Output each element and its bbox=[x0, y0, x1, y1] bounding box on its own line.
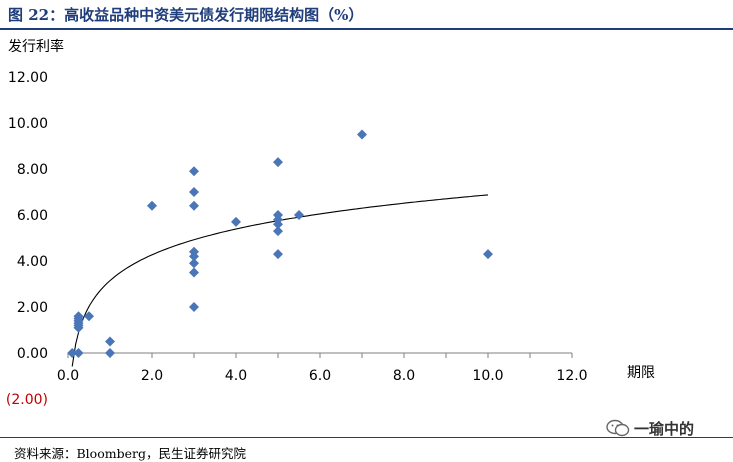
data-point bbox=[294, 210, 304, 220]
data-point bbox=[84, 311, 94, 322]
data-point bbox=[189, 267, 199, 278]
x-tick-label: 2.0 bbox=[141, 368, 163, 384]
data-point bbox=[273, 249, 283, 260]
x-tick-label: 12.0 bbox=[556, 368, 587, 384]
source-note: 资料来源：Bloomberg，民生证券研究院 bbox=[14, 446, 246, 461]
footer-divider bbox=[0, 437, 733, 438]
x-axis-label: 期限 bbox=[627, 365, 655, 381]
data-point bbox=[357, 129, 367, 140]
title-bar: 图 22：高收益品种中资美元债发行期限结构图（%） bbox=[0, 0, 733, 30]
scatter-chart: 发行利率 (2.00) 0.00 2.00 4.00 6.00 8.00 10.00 12.0… bbox=[6, 38, 655, 408]
data-point bbox=[189, 187, 199, 197]
watermark: 一瑜中的 bbox=[606, 418, 694, 438]
y-axis-label: 发行利率 bbox=[8, 38, 64, 55]
data-point bbox=[189, 302, 199, 312]
figure-title: 图 22：高收益品种中资美元债发行期限结构图（%） bbox=[8, 6, 364, 24]
data-point bbox=[189, 200, 199, 211]
data-point bbox=[189, 258, 199, 269]
wechat-icon bbox=[606, 419, 630, 437]
y-tick-label: 6.00 bbox=[17, 208, 48, 224]
x-tick-label: 0.0 bbox=[57, 368, 79, 384]
watermark-text: 一瑜中的 bbox=[634, 419, 695, 438]
data-point bbox=[189, 251, 199, 262]
data-point bbox=[483, 249, 493, 260]
y-tick-label: 12.00 bbox=[8, 70, 48, 86]
data-point bbox=[273, 226, 283, 237]
data-point bbox=[189, 166, 199, 177]
y-tick-label: 2.00 bbox=[17, 300, 48, 316]
data-point bbox=[73, 311, 84, 322]
data-point bbox=[73, 348, 84, 358]
data-point bbox=[105, 336, 115, 347]
x-tick-label: 6.0 bbox=[309, 368, 331, 384]
data-point bbox=[273, 219, 283, 230]
x-tick-label: 4.0 bbox=[225, 368, 247, 384]
x-tick-label: 10.0 bbox=[472, 368, 503, 384]
y-tick-label: 10.00 bbox=[8, 116, 48, 132]
data-point bbox=[147, 200, 157, 211]
x-tick-label: 8.0 bbox=[393, 368, 415, 384]
y-tick-label: 4.00 bbox=[17, 254, 48, 270]
data-point bbox=[105, 348, 115, 358]
y-tick-label: 0.00 bbox=[17, 346, 48, 362]
data-point bbox=[273, 157, 283, 168]
y-tick-label: (2.00) bbox=[6, 392, 48, 408]
y-tick-label: 8.00 bbox=[17, 162, 48, 178]
data-point bbox=[67, 348, 78, 358]
data-point bbox=[231, 216, 241, 227]
